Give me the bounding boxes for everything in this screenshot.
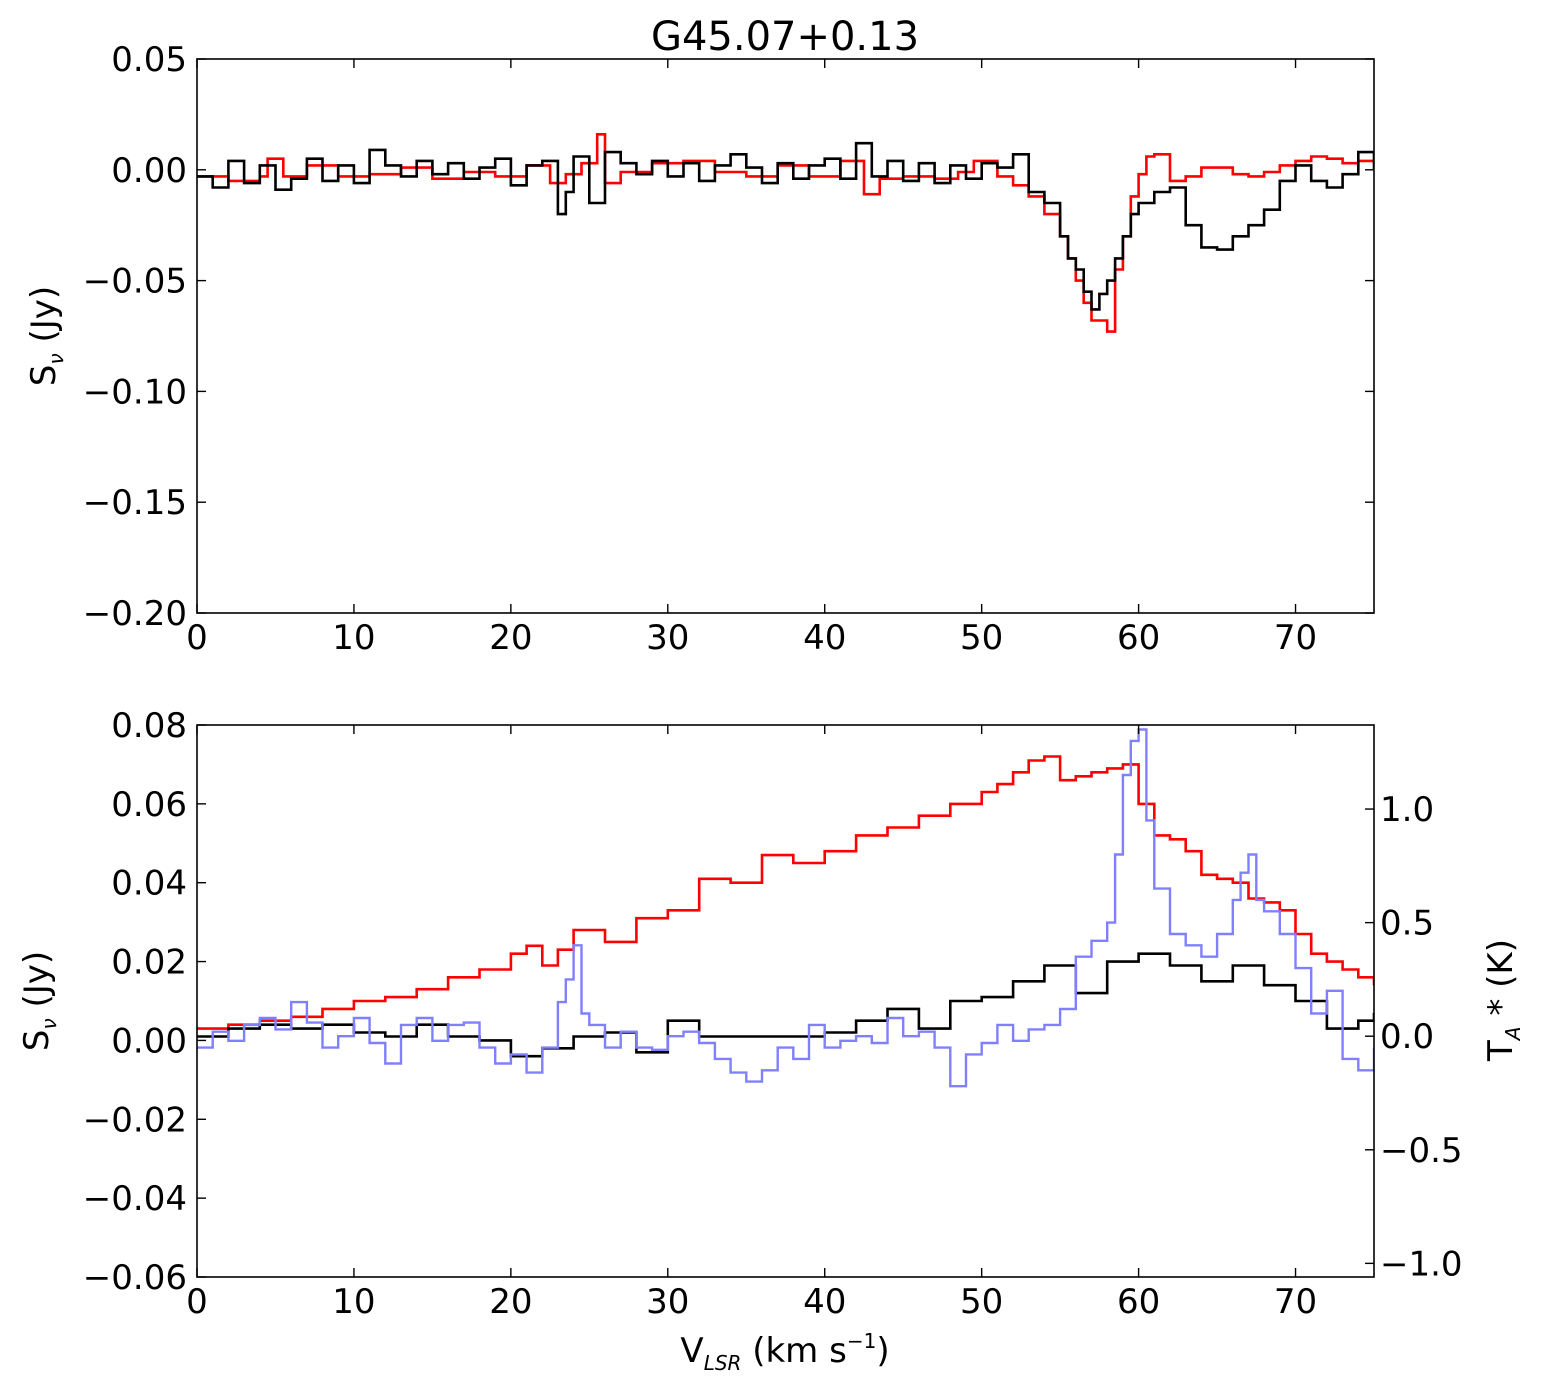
y-tick-label: 0.06 xyxy=(111,785,187,825)
x-tick-label: 0 xyxy=(186,1282,208,1322)
top-ylabel: Sν (Jy) xyxy=(24,286,68,386)
x-tick-label: 60 xyxy=(1117,1282,1160,1322)
y-tick-label: −0.04 xyxy=(83,1179,187,1219)
x-tick-label: 10 xyxy=(332,1282,375,1322)
bottom-axes-frame xyxy=(196,724,1375,1278)
y-tick-label: 0.08 xyxy=(111,706,187,746)
chart-title: G45.07+0.13 xyxy=(651,14,919,60)
y2-tick-label: −1.0 xyxy=(1380,1244,1463,1284)
xlabel-end: ) xyxy=(876,1331,889,1371)
y2-tick-label: 1.0 xyxy=(1380,790,1434,830)
x-tick-label: 20 xyxy=(489,1282,532,1322)
top-ylabel-sub: ν xyxy=(44,353,68,364)
top-ylabel-rest: (Jy) xyxy=(24,286,64,354)
x-tick-label: 60 xyxy=(1117,618,1160,658)
top-ticks: 0 10 20 30 40 50 60 70 0.05 0.00 −0.05 −0.10 −0.15 −0… xyxy=(83,40,1374,658)
series-line-bottom-1 xyxy=(197,755,1374,1030)
x-tick-label: 30 xyxy=(646,1282,689,1322)
top-series-group xyxy=(197,133,1374,333)
bottom-panel: 0 10 20 30 40 50 60 70 0.08 0.06 0.04 0.02 0.00 −0.02… xyxy=(17,706,1525,1375)
right-ylabel-sub: A xyxy=(1501,1026,1525,1042)
y2-tick-label: −0.5 xyxy=(1380,1131,1463,1171)
y-tick-label: −0.02 xyxy=(83,1100,187,1140)
series-line-bottom-3 xyxy=(197,728,1374,1088)
x-tick-label: 0 xyxy=(186,618,208,658)
y-tick-label: 0.02 xyxy=(111,943,187,983)
y-tick-label: −0.06 xyxy=(83,1258,187,1298)
top-ylabel-main: S xyxy=(24,365,64,387)
x-tick-label: 40 xyxy=(803,1282,846,1322)
x-tick-label: 70 xyxy=(1274,618,1317,658)
xlabel-main: V xyxy=(680,1331,703,1371)
bottom-series-group xyxy=(197,728,1374,1088)
top-axes-frame xyxy=(196,58,1375,614)
bottom-ylabel-rest: (Jy) xyxy=(17,951,57,1019)
y-tick-label: 0.04 xyxy=(111,864,187,904)
xlabel-sub: LSR xyxy=(704,1351,742,1375)
y-tick-label: −0.20 xyxy=(83,594,187,634)
top-panel: 0 10 20 30 40 50 60 70 0.05 0.00 −0.05 −0.10 −0.15 −0… xyxy=(24,40,1375,658)
x-tick-label: 30 xyxy=(646,618,689,658)
y-tick-label: −0.05 xyxy=(83,262,187,302)
x-tick-label: 20 xyxy=(489,618,532,658)
right-ylabel: TA * (K) xyxy=(1481,939,1525,1062)
right-ylabel-main: T xyxy=(1481,1040,1521,1062)
bottom-ylabel: Sν (Jy) xyxy=(17,951,61,1051)
xlabel-sup: −1 xyxy=(847,1329,876,1353)
bottom-ticks: 0 10 20 30 40 50 60 70 0.08 0.06 0.04 0.02 0.00 −0.02… xyxy=(83,706,1463,1322)
x-tick-label: 50 xyxy=(960,1282,1003,1322)
y-tick-label: 0.00 xyxy=(111,151,187,191)
y2-tick-label: 0.5 xyxy=(1380,904,1434,944)
x-tick-label: 70 xyxy=(1274,1282,1317,1322)
xlabel-rest: (km s xyxy=(741,1331,846,1371)
series-line-top-2 xyxy=(197,141,1374,311)
y-tick-label: −0.10 xyxy=(83,372,187,412)
right-ylabel-rest: * (K) xyxy=(1481,939,1521,1026)
bottom-xlabel: VLSR (km s−1) xyxy=(680,1329,889,1375)
x-tick-label: 40 xyxy=(803,618,846,658)
x-tick-label: 10 xyxy=(332,618,375,658)
y-tick-label: −0.15 xyxy=(83,483,187,523)
bottom-ylabel-main: S xyxy=(17,1030,57,1052)
y-tick-label: 0.00 xyxy=(111,1021,187,1061)
bottom-ylabel-sub: ν xyxy=(37,1018,61,1029)
y2-tick-label: 0.0 xyxy=(1380,1017,1434,1057)
series-line-bottom-2 xyxy=(197,952,1374,1058)
x-tick-label: 50 xyxy=(960,618,1003,658)
y-tick-label: 0.05 xyxy=(111,40,187,80)
